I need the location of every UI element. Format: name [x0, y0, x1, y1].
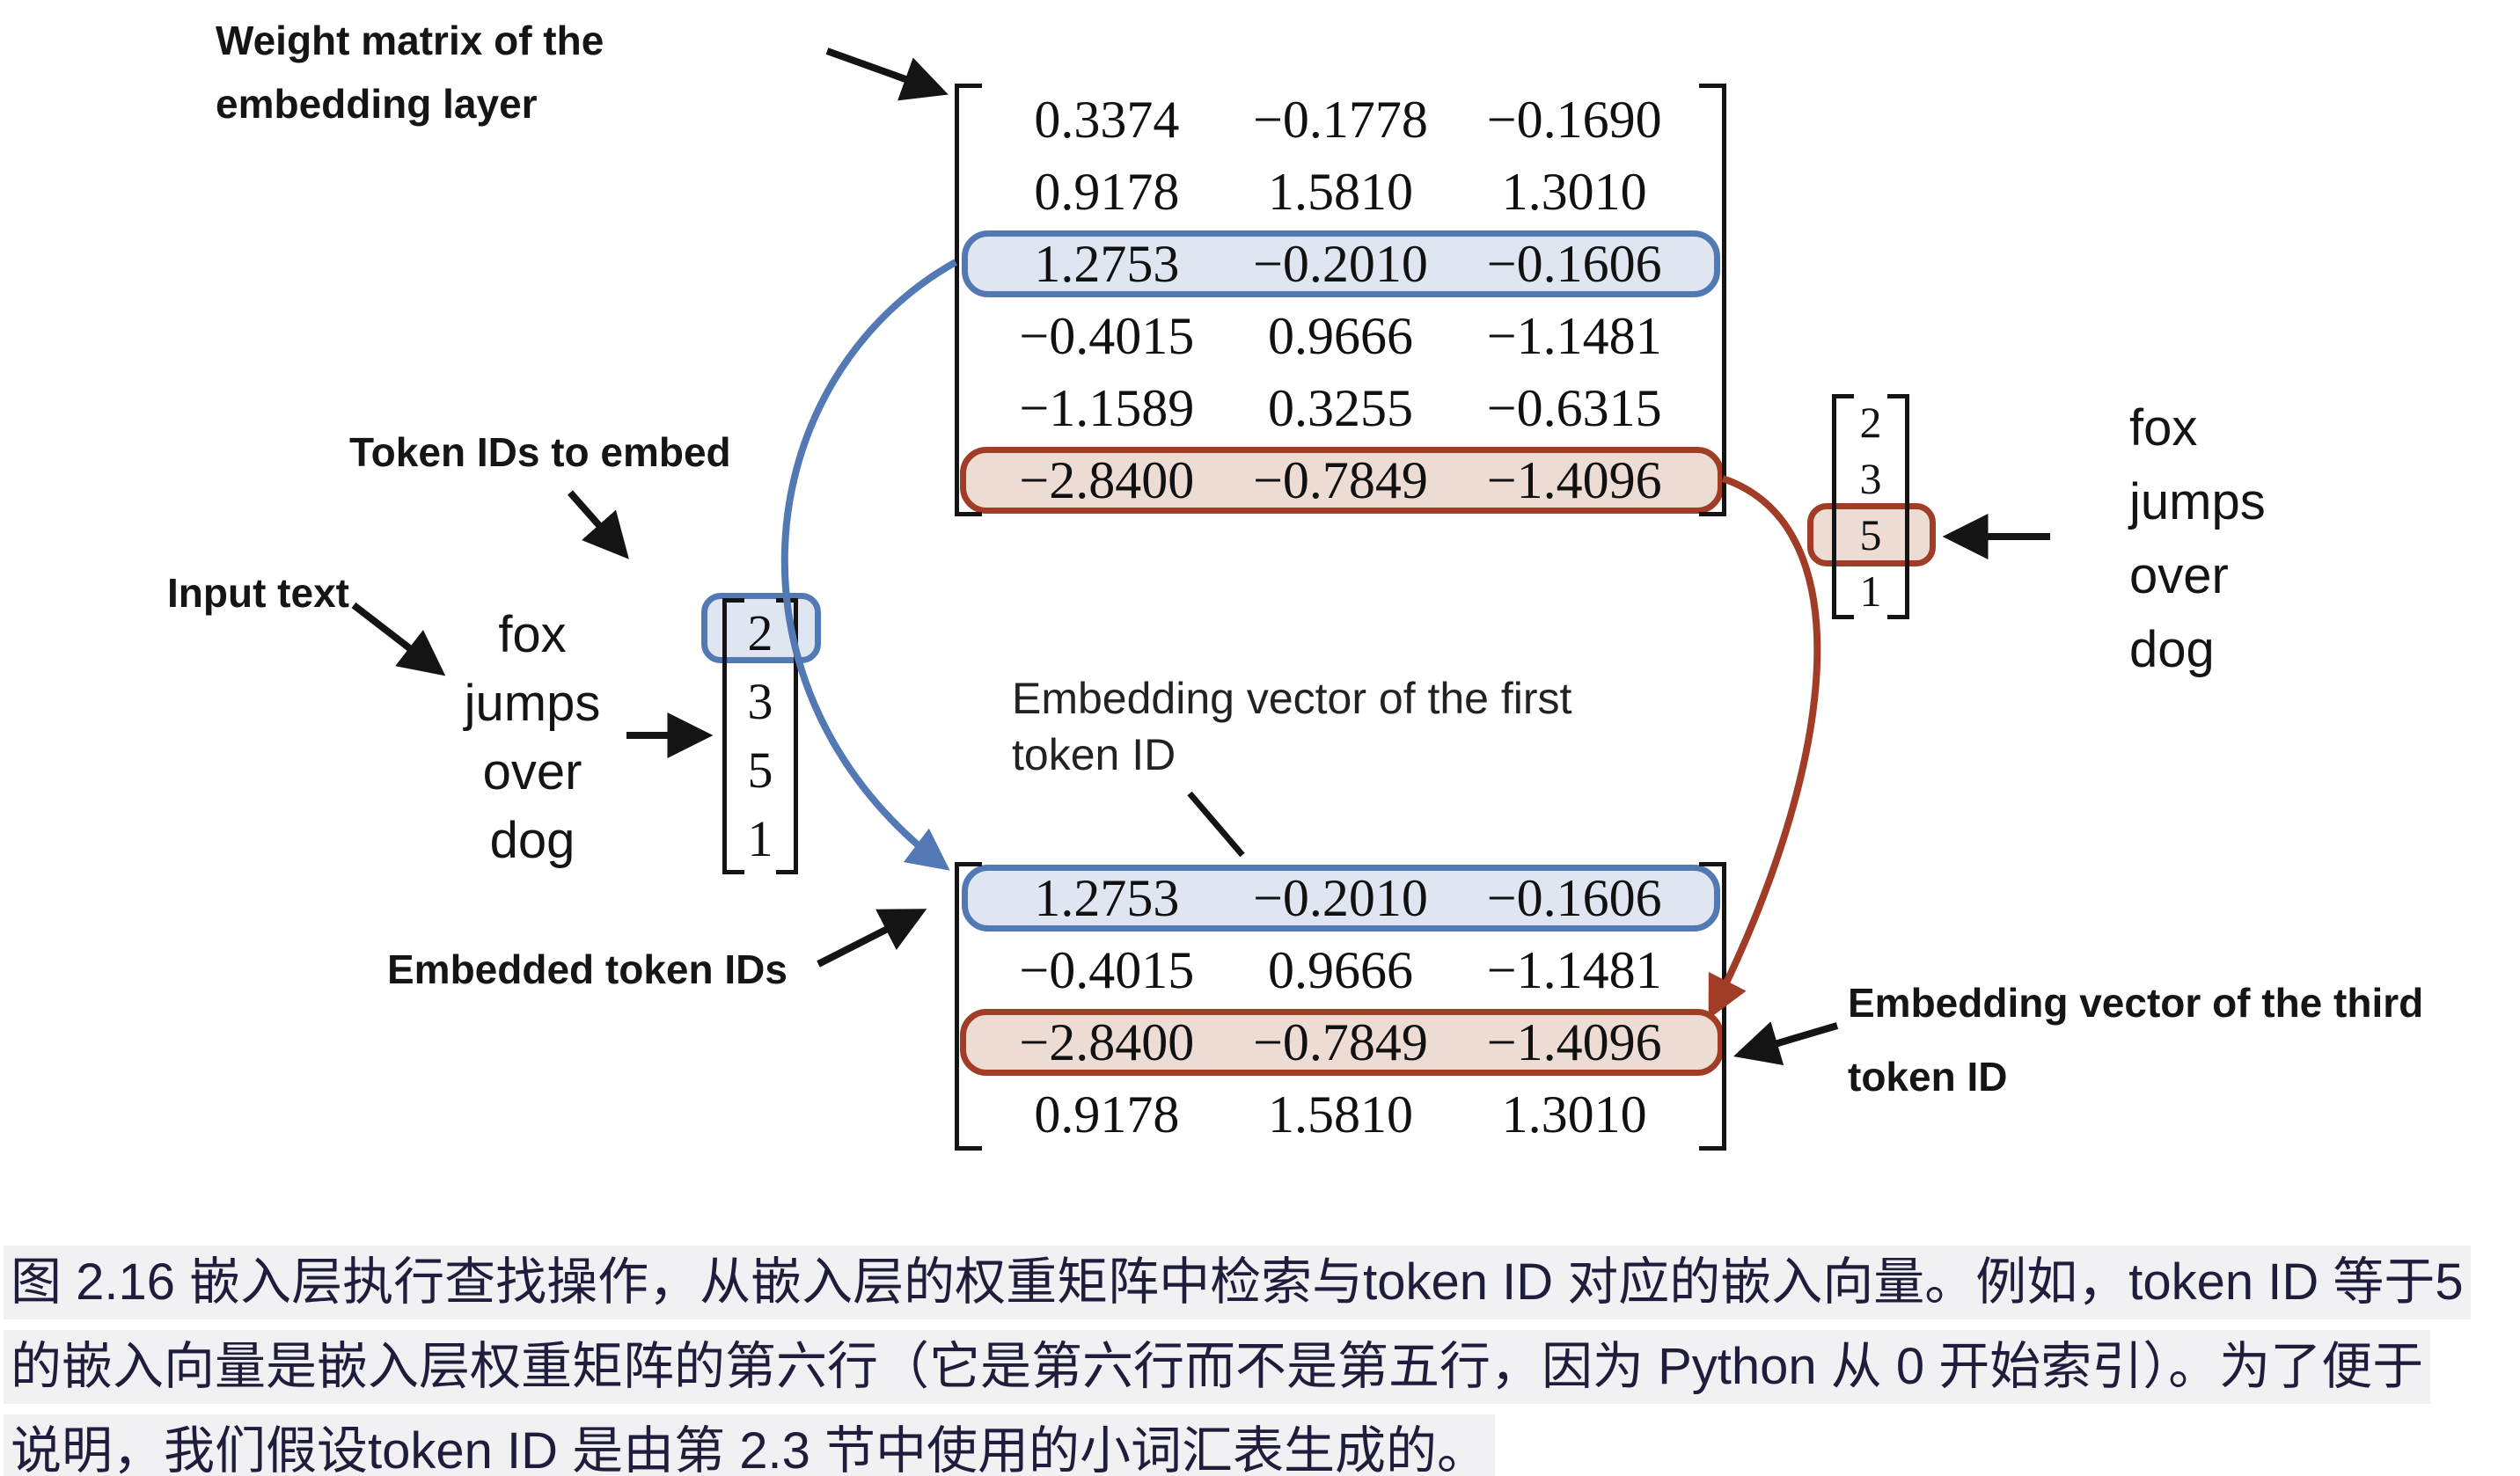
caption-line-1: 图 2.16 嵌入层执行查找操作，从嵌入层的权重矩阵中检索与token ID 对… [4, 1246, 2471, 1319]
arrow-input-text [351, 602, 446, 676]
matrix-cell: −1.1481 [1486, 940, 1662, 999]
curve-red-token-5-lookup [1708, 475, 1821, 1019]
matrix-row-highlight-red: −2.8400 −0.7849 −1.4096 [955, 1006, 1726, 1078]
input-words-left: fox jumps over dog [449, 600, 616, 874]
matrix-cell: −0.7849 [1253, 1012, 1428, 1071]
matrix-cell: −0.1778 [1253, 90, 1428, 149]
matrix-cell: −2.8400 [1019, 450, 1195, 509]
bracket [1832, 394, 1854, 619]
word-dog: dog [489, 811, 575, 869]
matrix-cell: 0.9666 [1268, 306, 1413, 365]
word-fox: fox [498, 605, 567, 663]
matrix-cell: −0.7849 [1253, 450, 1428, 509]
matrix-cell: −0.1606 [1486, 234, 1662, 293]
embedding-first-label: Embedding vector of the first token ID [1012, 674, 1572, 779]
word-jumps: jumps [2129, 472, 2266, 530]
matrix-row: −1.1589 0.3255 −0.6315 [955, 372, 1726, 444]
embedding-third-label: Embedding vector of the third token ID [1848, 980, 2424, 1100]
token-id: 3 [747, 672, 773, 730]
matrix-cell: 0.9178 [1034, 162, 1180, 221]
matrix-cell: 1.5810 [1268, 162, 1413, 221]
token-ids-label: Token IDs to embed [349, 429, 731, 475]
input-text-label: Input text [167, 570, 349, 616]
token-id: 5 [1859, 510, 1882, 559]
token-id: 1 [747, 809, 773, 867]
matrix-cell: 0.3255 [1268, 378, 1413, 437]
matrix-row-highlight-red: −2.8400 −0.7849 −1.4096 [955, 444, 1726, 516]
token-id: 3 [1859, 454, 1882, 503]
matrix-row-highlight-blue: 1.2753 −0.2010 −0.1606 [955, 862, 1726, 934]
matrix-cell: −0.1606 [1486, 868, 1662, 927]
embedded-token-ids-label: Embedded token IDs [387, 946, 788, 992]
matrix-row: 0.3374 −0.1778 −0.1690 [955, 84, 1726, 156]
matrix-cell: −0.2010 [1253, 234, 1428, 293]
matrix-row: 0.9178 1.5810 1.3010 [955, 156, 1726, 228]
weight-matrix-label: Weight matrix of the embedding layer [216, 18, 604, 127]
highlight-weight-row-5-red [960, 447, 1724, 514]
line-embedding-first [1187, 791, 1245, 858]
caption-line-2: 的嵌入向量是嵌入层权重矩阵的第六行（它是第六行而不是第五行，因为 Python … [4, 1330, 2431, 1404]
matrix-row-highlight-blue: 1.2753 −0.2010 −0.1606 [955, 228, 1726, 300]
bracket [955, 862, 982, 1151]
bracket [722, 598, 744, 874]
matrix-cell: −2.8400 [1019, 1012, 1195, 1071]
arrow-embedded-token-ids [817, 909, 927, 968]
arrow-token-ids [568, 490, 629, 559]
token-id-vector-left: 2 3 5 1 [701, 593, 821, 874]
input-words-right: fox jumps over dog [2129, 391, 2323, 686]
token-id: 5 [747, 741, 773, 799]
token-id-vector-right: 2 3 5 1 [1807, 394, 1936, 619]
matrix-cell: −1.4096 [1486, 450, 1662, 509]
weight-matrix: 0.3374 −0.1778 −0.1690 0.9178 1.5810 1.3… [955, 84, 1726, 516]
matrix-cell: 0.9666 [1268, 940, 1413, 999]
highlight-output-row-0-blue [962, 865, 1720, 932]
matrix-cell: 1.5810 [1268, 1085, 1413, 1144]
matrix-cell: −0.2010 [1253, 868, 1428, 927]
token-id: 1 [1859, 566, 1882, 616]
word-jumps: jumps [464, 674, 601, 732]
matrix-cell: 1.2753 [1034, 234, 1180, 293]
arrow-embedding-third [1733, 1021, 1839, 1066]
matrix-cell: −0.4015 [1019, 940, 1195, 999]
token-id: 2 [1859, 398, 1882, 447]
matrix-row: 0.9178 1.5810 1.3010 [955, 1078, 1726, 1151]
word-over: over [482, 742, 582, 800]
word-over: over [2129, 546, 2229, 604]
caption-line-3: 说明，我们假设token ID 是由第 2.3 节中使用的小词汇表生成的。 [4, 1414, 1495, 1476]
matrix-cell: −0.4015 [1019, 306, 1195, 365]
highlight-token-5 [1807, 503, 1936, 566]
matrix-cell: 0.3374 [1034, 90, 1180, 149]
matrix-cell: 1.3010 [1501, 162, 1647, 221]
token-id: 2 [747, 603, 773, 661]
word-dog: dog [2129, 620, 2215, 678]
highlight-weight-row-2-blue [962, 230, 1720, 297]
matrix-cell: −1.1481 [1486, 306, 1662, 365]
matrix-cell: −1.4096 [1486, 1012, 1662, 1071]
matrix-cell: −0.6315 [1486, 378, 1662, 437]
matrix-row: −0.4015 0.9666 −1.1481 [955, 300, 1726, 372]
matrix-cell: −1.1589 [1019, 378, 1195, 437]
word-fox: fox [2129, 398, 2198, 457]
matrix-cell: 1.3010 [1501, 1085, 1647, 1144]
highlight-output-row-2-red [960, 1009, 1724, 1076]
curve-blue-token-2-lookup [780, 259, 957, 871]
matrix-cell: 0.9178 [1034, 1085, 1180, 1144]
embedded-output-matrix: 1.2753 −0.2010 −0.1606 −0.4015 0.9666 −1… [955, 862, 1726, 1151]
matrix-cell: 1.2753 [1034, 868, 1180, 927]
bracket [1887, 394, 1909, 619]
matrix-cell: −0.1690 [1486, 90, 1662, 149]
matrix-row: −0.4015 0.9666 −1.1481 [955, 934, 1726, 1006]
arrow-weight-matrix [825, 47, 949, 101]
